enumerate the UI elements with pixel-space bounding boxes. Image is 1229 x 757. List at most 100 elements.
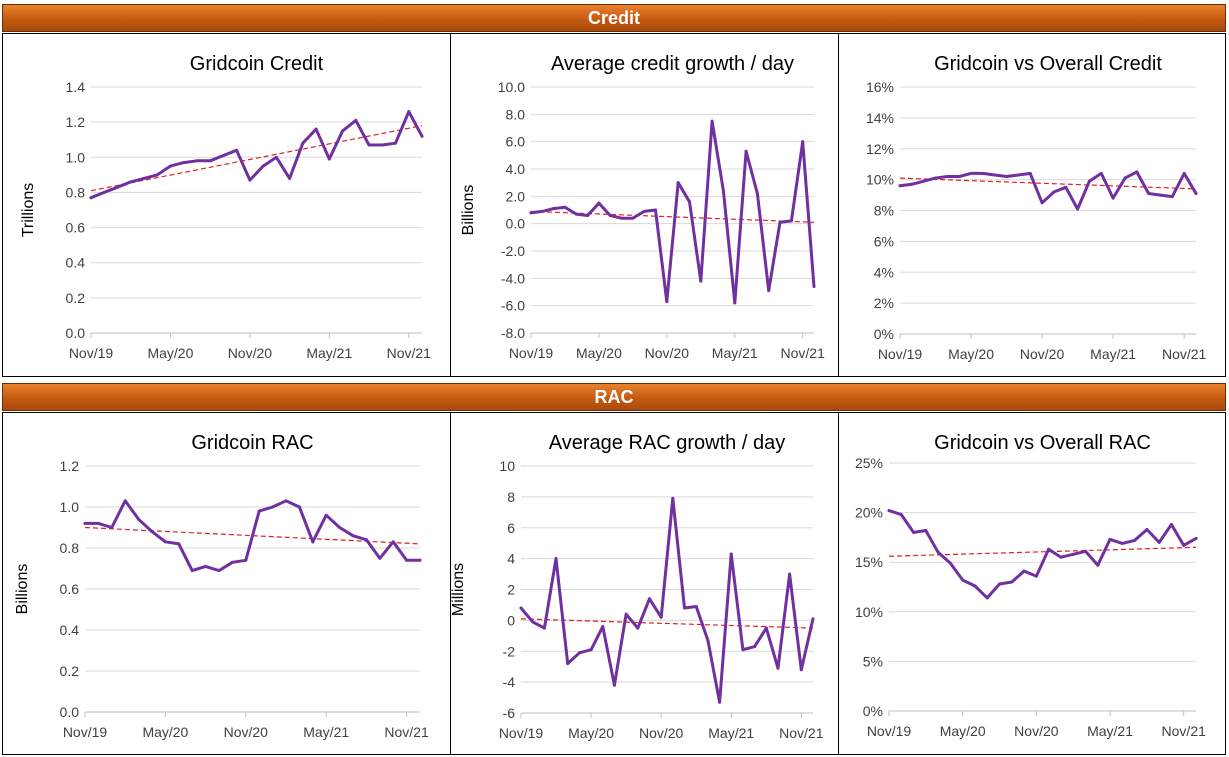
series-line: [89, 110, 424, 200]
data-point: [1157, 540, 1161, 544]
data-point: [380, 143, 384, 147]
data-point: [1005, 175, 1009, 179]
data-point: [1022, 569, 1026, 573]
y-tick-label: 8%: [874, 203, 894, 219]
y-tick-label: 15%: [855, 554, 883, 570]
chart-svg-gridcoin-rac: Gridcoin RAC Billions 0.0 0.2 0.4 0.6 0.8 1.0 1.…: [14, 432, 429, 740]
data-point: [566, 662, 570, 666]
data-point: [367, 143, 371, 147]
x-tick-label: Nov/19: [499, 725, 544, 741]
y-tick-label: 10%: [855, 604, 883, 620]
y-tick-label: 0.0: [66, 325, 86, 341]
data-point: [721, 189, 725, 193]
data-point: [1016, 173, 1020, 177]
x-tick-label: May/21: [303, 724, 349, 740]
x-tick-label: May/20: [568, 725, 614, 741]
data-point: [776, 666, 780, 670]
data-point: [123, 499, 127, 503]
data-point: [407, 110, 411, 114]
y-tick-label: 0%: [863, 703, 883, 719]
data-point: [961, 578, 965, 582]
rac-section-header: RAC: [2, 383, 1226, 411]
data-point: [699, 279, 703, 283]
data-point: [1145, 527, 1149, 531]
data-point: [755, 192, 759, 196]
y-tick-label: 0.4: [60, 622, 80, 638]
y-tick-label: 1.2: [66, 114, 86, 130]
y-tick-label: 5%: [863, 653, 883, 669]
y-axis-label: Billions: [460, 185, 477, 236]
x-tick-label: May/21: [1087, 723, 1133, 739]
data-point: [531, 620, 535, 624]
data-point: [394, 141, 398, 145]
y-axis-label: Trillions: [20, 183, 37, 238]
series-line: [887, 509, 1198, 600]
x-tick-label: May/20: [142, 724, 188, 740]
x-tick-label: May/20: [147, 345, 193, 361]
x-tick-label: May/21: [712, 345, 758, 361]
data-point: [799, 668, 803, 672]
data-point: [767, 289, 771, 293]
y-tick-label: 0.2: [60, 663, 80, 679]
trend-line: [520, 618, 814, 629]
data-point: [812, 285, 816, 289]
data-point: [659, 615, 663, 619]
data-point: [620, 216, 624, 220]
data-point: [519, 606, 523, 610]
data-point: [217, 569, 221, 573]
y-tick-label: -4.0: [501, 270, 525, 286]
data-point: [694, 604, 698, 608]
data-point: [102, 190, 106, 194]
series-line: [529, 119, 816, 305]
data-point: [710, 119, 714, 123]
data-point: [110, 526, 114, 529]
data-point: [1071, 552, 1075, 556]
data-point: [1111, 196, 1115, 200]
chart-svg-rac-growth: Average RAC growth / day Millions -6 -4 -2 0 2…: [451, 432, 824, 741]
data-point: [945, 175, 949, 179]
data-point: [327, 157, 331, 161]
data-point: [338, 526, 342, 529]
y-tick-label: 1.4: [66, 79, 86, 95]
chart-panel-gridcoin-credit: Gridcoin Credit Trillions 0.0 0.2 0.4 0.6 0.8 1…: [2, 33, 451, 377]
data-point: [993, 173, 997, 177]
data-point: [910, 182, 914, 186]
data-point: [529, 211, 533, 215]
y-tick-label: 1.0: [60, 499, 80, 515]
data-point: [1028, 171, 1032, 175]
data-point: [1064, 185, 1068, 189]
data-point: [1108, 537, 1112, 541]
data-point: [1034, 574, 1038, 578]
chart-svg-gridcoin-vs-rac: Gridcoin vs Overall RAC 0% 5% 10% 15% 20% 25% N…: [855, 432, 1206, 739]
data-point: [985, 596, 989, 600]
data-point: [1010, 580, 1014, 584]
data-point: [597, 201, 601, 205]
chart-panel-credit-growth: Average credit growth / day Billions -8.0 -…: [450, 33, 839, 377]
data-point: [163, 540, 167, 544]
data-point: [230, 560, 234, 564]
data-point: [612, 683, 616, 687]
data-point: [257, 509, 261, 513]
data-point: [89, 196, 93, 200]
data-point: [1194, 192, 1198, 196]
data-point: [137, 517, 141, 521]
data-point: [1076, 207, 1080, 211]
y-tick-label: 1.2: [60, 458, 80, 474]
chart-panel-rac-growth: Average RAC growth / day Millions -6 -4 -2 0 2…: [450, 412, 839, 755]
y-tick-label: 0.0: [60, 704, 80, 720]
y-tick-label: 4%: [874, 264, 894, 280]
data-point: [647, 597, 651, 601]
chart-panel-gridcoin-vs-overall-credit: Gridcoin vs Overall Credit 0% 2% 4% 6% 8% 10% 1…: [838, 33, 1226, 377]
y-tick-label: 2%: [874, 295, 894, 311]
x-tick-label: Nov/21: [384, 724, 429, 740]
data-point: [204, 564, 208, 568]
x-tick-label: May/21: [306, 345, 352, 361]
data-point: [354, 118, 358, 122]
data-point: [1182, 543, 1186, 547]
data-point: [420, 134, 424, 138]
data-point: [934, 176, 938, 180]
data-point: [1040, 201, 1044, 205]
data-point: [998, 582, 1002, 586]
data-point: [687, 200, 691, 204]
data-point: [284, 499, 288, 503]
